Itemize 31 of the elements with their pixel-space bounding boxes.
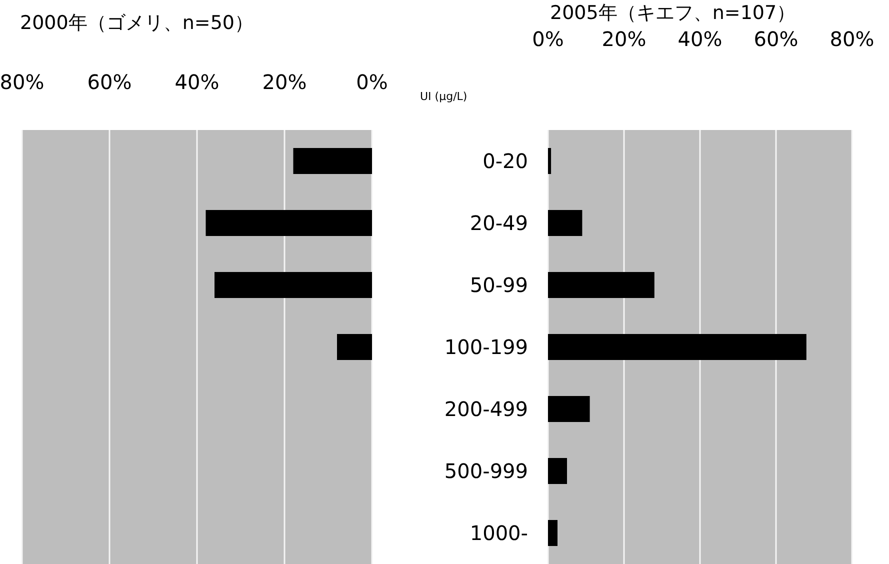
x-tick-label: 80% [830, 27, 874, 51]
y-tick-label: 100-199 [444, 335, 528, 360]
y-axis-title: UI (μg/L) [420, 90, 468, 103]
x-tick-label: 0% [532, 27, 564, 51]
bar [548, 520, 558, 546]
y-tick-label: 200-499 [444, 397, 528, 422]
bar [548, 458, 567, 484]
bar [548, 148, 552, 174]
y-tick-label: 0-20 [482, 149, 528, 174]
y-tick-label: 1000- [470, 521, 528, 546]
bar [293, 148, 372, 174]
x-tick-label: 40% [678, 27, 722, 51]
x-tick-label: 60% [87, 70, 132, 94]
x-tick-label: 20% [262, 70, 307, 94]
chart-title: 2005年（キエフ、n=107） [550, 1, 796, 26]
x-tick-label: 60% [754, 27, 798, 51]
bar [337, 334, 372, 360]
bar [548, 334, 806, 360]
x-tick-label: 80% [0, 70, 44, 94]
bar [548, 210, 582, 236]
bar [206, 210, 372, 236]
bar [548, 272, 654, 298]
bar [214, 272, 372, 298]
x-tick-label: 40% [174, 70, 220, 94]
chart-title: 2000年（ゴメリ、n=50） [20, 11, 254, 36]
x-tick-label: 0% [356, 70, 388, 94]
bar [548, 396, 590, 422]
y-tick-label: 50-99 [470, 273, 528, 298]
y-tick-label: 500-999 [444, 459, 528, 484]
x-tick-label: 20% [602, 27, 646, 51]
y-tick-label: 20-49 [470, 211, 528, 236]
